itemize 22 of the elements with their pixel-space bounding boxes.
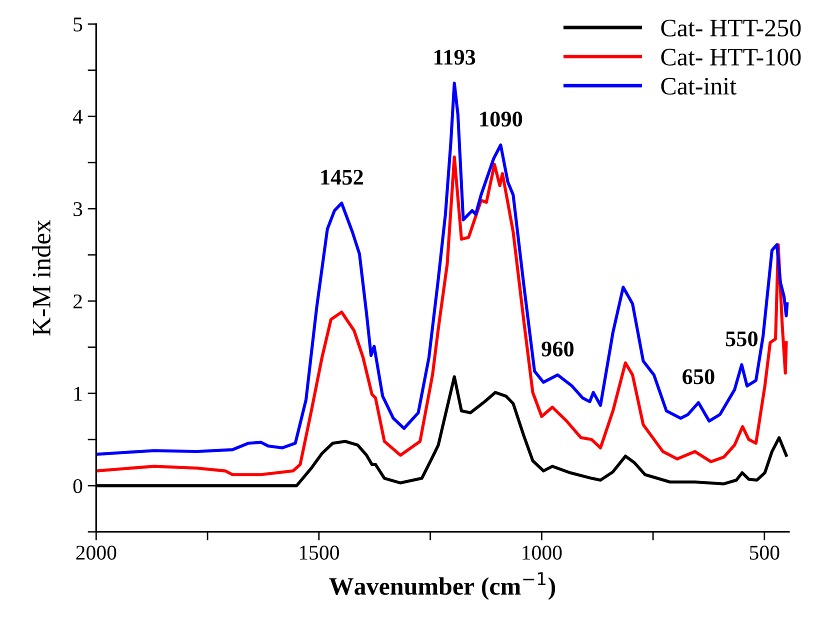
- legend-label: Cat- HTT-250: [661, 20, 801, 36]
- y-tick-label: 4: [72, 110, 83, 124]
- x-tick-label: 500: [750, 546, 780, 560]
- annotation: 1452: [321, 170, 363, 185]
- y-tick-label: 1: [74, 386, 82, 401]
- y-tick-label: 3: [74, 202, 82, 216]
- annotation: 650: [682, 369, 714, 384]
- legend-label: Cat- HTT-100: [661, 48, 801, 66]
- annotation: 550: [726, 331, 758, 346]
- y-tick-label: 5: [74, 18, 82, 32]
- legend-label: Cat-init: [661, 78, 736, 95]
- line-series: [96, 155, 788, 476]
- y-tick-label: 2: [73, 294, 82, 308]
- y-axis-title: K-M index: [32, 220, 51, 336]
- x-tick-label: 1500: [300, 546, 339, 560]
- x-axis-title: Wavenumber (cm$^{−1}$): [329, 572, 556, 600]
- x-tick-label: 2000: [76, 546, 116, 560]
- annotation: 1090: [480, 112, 522, 127]
- y-tick-label: 0: [73, 479, 82, 494]
- annotation: 1193: [434, 50, 476, 65]
- annotation: 960: [542, 342, 574, 356]
- x-tick-label: 1000: [522, 546, 562, 560]
